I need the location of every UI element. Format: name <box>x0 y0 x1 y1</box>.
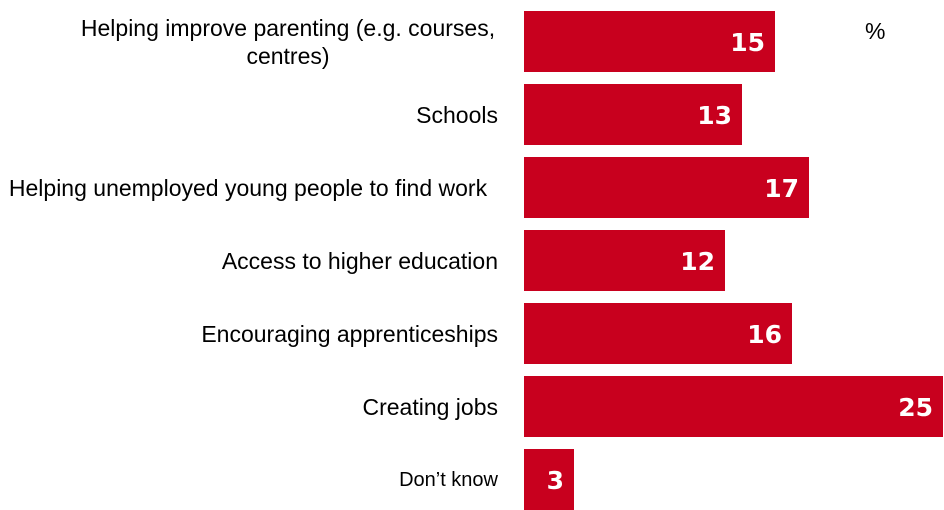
bar <box>524 376 943 437</box>
category-label: Don’t know <box>399 469 498 491</box>
category-label: Schools <box>416 102 498 128</box>
bar <box>524 303 792 364</box>
category-label: Helping improve parenting (e.g. courses,… <box>80 15 496 70</box>
category-label: Creating jobs <box>362 394 498 420</box>
bar <box>524 449 574 510</box>
data-label: 3 <box>546 466 564 495</box>
data-label: 16 <box>747 320 782 349</box>
data-label: 13 <box>697 101 732 130</box>
bar <box>524 11 775 72</box>
category-label: Helping unemployed young people to find … <box>8 175 488 201</box>
data-label: 25 <box>898 393 933 422</box>
data-label: 12 <box>680 247 715 276</box>
bar <box>524 157 809 218</box>
bar <box>524 230 725 291</box>
data-label: 17 <box>764 174 799 203</box>
category-label: Access to higher education <box>221 248 498 274</box>
bar <box>524 84 742 145</box>
category-label: Encouraging apprenticeships <box>201 321 498 347</box>
unit-label: % <box>865 18 886 44</box>
data-label: 15 <box>730 28 765 57</box>
